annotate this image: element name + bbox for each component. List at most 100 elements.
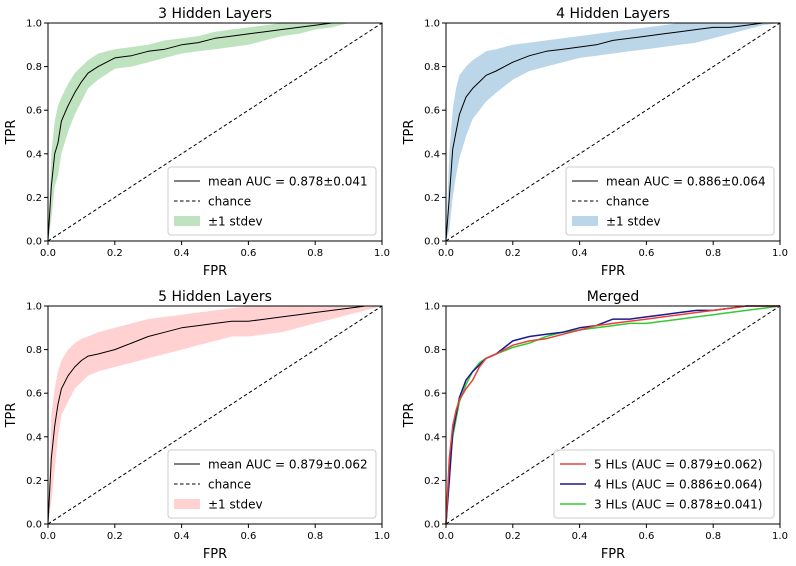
y-tick-label: 0.4 (424, 149, 440, 160)
x-tick-label: 1.0 (772, 531, 788, 542)
legend-swatch (174, 216, 200, 226)
y-axis-label: TPR (402, 120, 417, 146)
chance-line (47, 305, 383, 525)
y-tick-label: 0.6 (424, 106, 440, 117)
legend: mean AUC = 0.879±0.062 chance ±1 stdev (167, 449, 377, 519)
legend-label: ±1 stdev (208, 498, 263, 512)
y-tick-label: 1.0 (424, 302, 440, 313)
chart-title: 3 Hidden Layers (158, 6, 272, 22)
y-axis-label: TPR (4, 403, 19, 429)
legend: mean AUC = 0.886±0.064 chance ±1 stdev (565, 166, 775, 236)
x-tick-label: 1.0 (772, 248, 788, 259)
chart-title: Merged (587, 289, 640, 305)
y-axis-label: TPR (4, 120, 19, 146)
x-tick-label: 0.8 (705, 248, 721, 259)
x-axis-label: FPR (203, 264, 227, 279)
x-tick-label: 0.8 (705, 531, 721, 542)
x-tick-label: 0.6 (240, 248, 256, 259)
legend-label: ±1 stdev (208, 215, 263, 229)
chart-panel-4: 0.0 0.2 0.4 0.6 0.8 1.0 0.0 0.2 0.4 0.6 0.8 1.0 Merg… (402, 289, 788, 562)
x-tick-label: 0.4 (174, 531, 190, 542)
x-tick-label: 0.8 (307, 248, 323, 259)
legend-box (167, 449, 377, 519)
y-tick-label: 0.2 (26, 476, 42, 487)
x-axis-label: FPR (203, 547, 227, 562)
y-tick-label: 0.8 (424, 345, 440, 356)
axes-frame (445, 22, 781, 242)
x-axis-label: FPR (601, 547, 625, 562)
x-tick-label: 0.2 (505, 248, 521, 259)
x-tick-label: 0.2 (107, 248, 123, 259)
legend-swatch (174, 499, 200, 509)
x-tick-label: 0.2 (505, 531, 521, 542)
x-tick-label: 0.6 (638, 248, 654, 259)
y-tick-label: 1.0 (26, 302, 42, 313)
chart-panel-2: 0.0 0.2 0.4 0.6 0.8 1.0 0.0 0.2 0.4 0.6 0.8 1.0 4 Hi… (402, 6, 788, 279)
legend: mean AUC = 0.878±0.041 chance ±1 stdev (167, 166, 377, 236)
y-tick-label: 0.6 (424, 389, 440, 400)
legend-label: 3 HLs (AUC = 0.878±0.041) (594, 498, 762, 512)
chance-line (47, 22, 383, 242)
y-tick-label: 0.2 (424, 193, 440, 204)
y-tick-label: 0.2 (26, 193, 42, 204)
x-tick-label: 0.6 (240, 531, 256, 542)
y-tick-label: 0.0 (26, 520, 42, 531)
y-tick-label: 0.0 (424, 237, 440, 248)
y-tick-label: 1.0 (26, 19, 42, 30)
y-tick-label: 0.4 (26, 149, 42, 160)
x-tick-label: 0.4 (572, 531, 588, 542)
x-tick-label: 1.0 (374, 248, 390, 259)
legend: 5 HLs (AUC = 0.879±0.062) 4 HLs (AUC = 0.… (553, 449, 775, 519)
y-tick-label: 0.8 (26, 345, 42, 356)
x-tick-label: 0.0 (438, 531, 454, 542)
legend-swatch (572, 216, 598, 226)
stdev-band (48, 306, 382, 524)
series-line-1 (47, 22, 382, 242)
axes-frame (47, 305, 383, 525)
x-tick-label: 0.0 (40, 248, 56, 259)
legend-label: mean AUC = 0.886±0.064 (606, 175, 766, 189)
y-tick-label: 0.6 (26, 106, 42, 117)
legend-box (167, 166, 377, 236)
legend-label: mean AUC = 0.879±0.062 (208, 458, 368, 472)
y-axis-label: TPR (402, 403, 417, 429)
x-tick-label: 0.0 (40, 531, 56, 542)
chart-panel-1: 0.0 0.2 0.4 0.6 0.8 1.0 0.0 0.2 0.4 0.6 0.8 1.0 3 Hi… (4, 6, 390, 279)
chart-title: 5 Hidden Layers (158, 289, 272, 305)
x-tick-label: 0.4 (572, 248, 588, 259)
y-tick-label: 1.0 (424, 19, 440, 30)
legend-label: mean AUC = 0.878±0.041 (208, 175, 368, 189)
chance-line (445, 22, 781, 242)
legend-box (553, 449, 775, 519)
axes-frame (445, 305, 781, 525)
x-tick-label: 0.8 (307, 531, 323, 542)
x-tick-label: 0.4 (174, 248, 190, 259)
chart-panel-3: 0.0 0.2 0.4 0.6 0.8 1.0 0.0 0.2 0.4 0.6 0.8 1.0 5 Hi… (4, 289, 390, 562)
x-axis-label: FPR (601, 264, 625, 279)
x-tick-label: 0.2 (107, 531, 123, 542)
y-tick-label: 0.2 (424, 476, 440, 487)
series-line-1 (47, 305, 382, 525)
x-tick-label: 1.0 (374, 531, 390, 542)
chart-title: 4 Hidden Layers (556, 6, 670, 22)
y-tick-label: 0.4 (26, 432, 42, 443)
legend-label: 5 HLs (AUC = 0.879±0.062) (594, 458, 762, 472)
legend-box (565, 166, 775, 236)
y-tick-label: 0.6 (26, 389, 42, 400)
legend-label: ±1 stdev (606, 215, 661, 229)
series-line-1 (445, 305, 780, 525)
legend-label: 4 HLs (AUC = 0.886±0.064) (594, 478, 762, 492)
legend-label: chance (606, 195, 649, 209)
chance-line (445, 305, 781, 525)
y-tick-label: 0.0 (424, 520, 440, 531)
y-tick-label: 0.0 (26, 237, 42, 248)
y-tick-label: 0.8 (26, 62, 42, 73)
legend-label: chance (208, 478, 251, 492)
x-tick-label: 0.6 (638, 531, 654, 542)
x-tick-label: 0.0 (438, 248, 454, 259)
legend-label: chance (208, 195, 251, 209)
axes-frame (47, 22, 383, 242)
y-tick-label: 0.4 (424, 432, 440, 443)
series-line-1 (445, 22, 780, 242)
